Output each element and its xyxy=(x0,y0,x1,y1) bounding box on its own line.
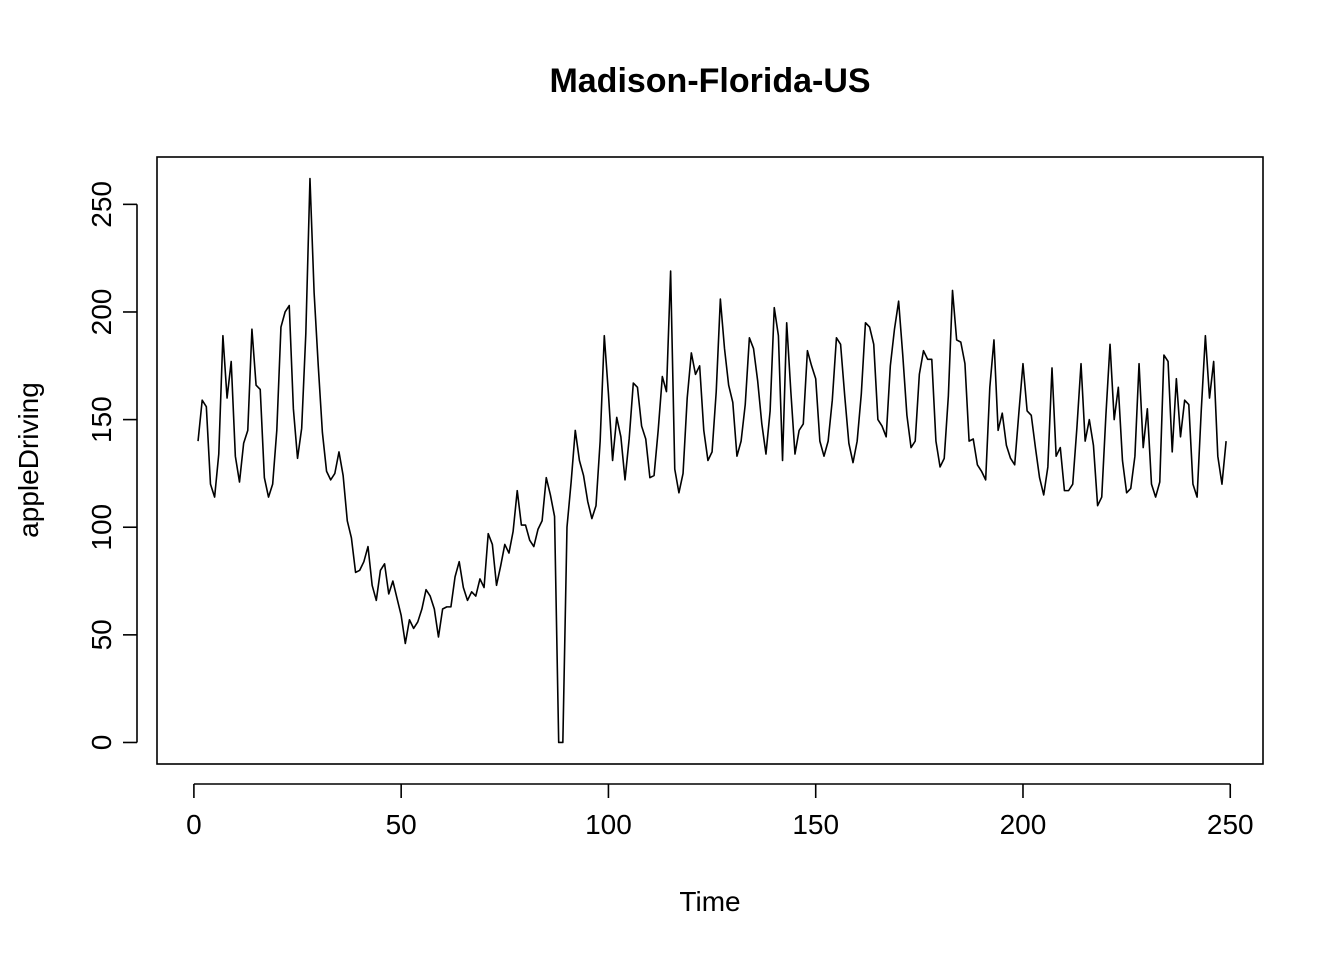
x-axis-label: Time xyxy=(679,886,740,917)
y-axis-label: appleDriving xyxy=(13,382,44,538)
y-tick-label: 0 xyxy=(86,735,117,751)
y-axis: 0 50 100 150 200 250 xyxy=(86,181,138,751)
x-tick-label: 0 xyxy=(186,809,202,840)
y-tick-label: 200 xyxy=(86,289,117,336)
x-tick-label: 150 xyxy=(792,809,839,840)
x-axis: 0 50 100 150 200 250 xyxy=(186,783,1254,840)
series-line-appleDriving xyxy=(197,177,1227,744)
x-tick-label: 250 xyxy=(1207,809,1254,840)
y-tick-label: 100 xyxy=(86,504,117,551)
x-tick-label: 200 xyxy=(1000,809,1047,840)
chart-title: Madison-Florida-US xyxy=(549,62,870,100)
y-tick-label: 250 xyxy=(86,181,117,228)
x-tick-label: 50 xyxy=(386,809,417,840)
y-tick-label: 150 xyxy=(86,396,117,443)
x-tick-label: 100 xyxy=(585,809,632,840)
plot-frame xyxy=(156,156,1264,765)
y-tick-label: 50 xyxy=(86,619,117,650)
